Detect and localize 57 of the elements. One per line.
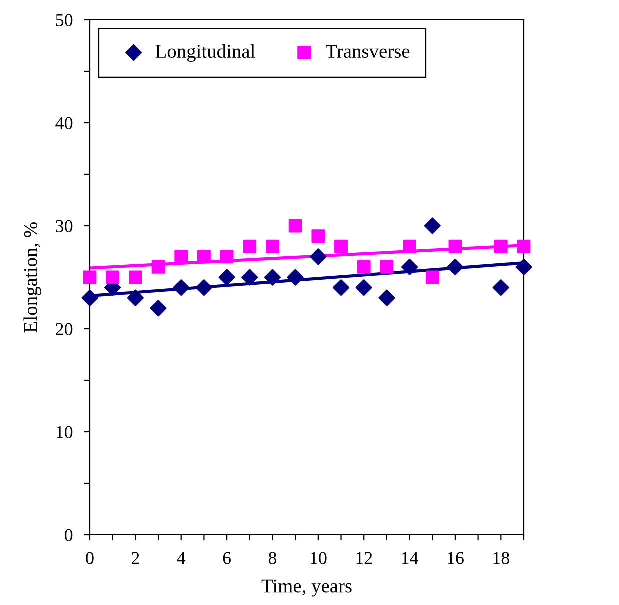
x-axis-title: Time, years xyxy=(262,580,352,597)
point xyxy=(174,250,188,264)
x-tick-label: 6 xyxy=(223,552,232,564)
point xyxy=(220,250,234,264)
point xyxy=(242,269,258,286)
x-tick-label: 0 xyxy=(86,552,94,564)
point xyxy=(378,290,396,306)
y-axis-title: Elongation, % xyxy=(24,222,42,333)
point xyxy=(82,290,98,306)
point xyxy=(332,280,350,296)
point xyxy=(288,219,302,233)
x-tick-label: 4 xyxy=(177,552,186,564)
point xyxy=(127,290,144,306)
point xyxy=(83,270,97,284)
point xyxy=(152,260,166,274)
point xyxy=(310,248,327,266)
point xyxy=(492,280,510,296)
point xyxy=(264,269,282,286)
point xyxy=(243,240,257,254)
x-tick-label: 2 xyxy=(132,552,140,564)
point xyxy=(312,230,326,244)
point xyxy=(334,240,348,254)
point xyxy=(494,240,508,254)
point xyxy=(128,270,142,284)
legend-label: Longitudinal xyxy=(156,44,256,62)
y-tick-label: 20 xyxy=(56,323,73,336)
point xyxy=(447,258,464,276)
legend-label: Transverse xyxy=(326,45,410,58)
point xyxy=(424,218,441,234)
point xyxy=(426,270,440,284)
point xyxy=(380,260,394,274)
x-tick-label: 8 xyxy=(268,552,277,564)
point xyxy=(356,280,372,296)
point xyxy=(517,240,531,254)
point xyxy=(448,240,462,254)
y-tick-label: 50 xyxy=(56,14,73,26)
x-tick-label: 14 xyxy=(402,552,419,564)
y-tick-label: 40 xyxy=(56,117,73,130)
point xyxy=(287,269,304,286)
point xyxy=(150,300,167,317)
point xyxy=(357,260,371,274)
point xyxy=(218,269,236,286)
point xyxy=(106,270,120,284)
point xyxy=(173,280,190,296)
point xyxy=(403,240,416,254)
point xyxy=(401,258,418,276)
x-tick-label: 12 xyxy=(356,552,372,564)
x-tick-label: 18 xyxy=(494,552,510,564)
point xyxy=(516,258,532,276)
point xyxy=(198,250,211,264)
point xyxy=(266,240,280,254)
point xyxy=(196,280,213,296)
x-tick-label: 10 xyxy=(310,552,327,564)
y-tick-label: 0 xyxy=(64,529,73,542)
y-tick-label: 30 xyxy=(56,220,73,232)
y-tick-label: 10 xyxy=(56,426,73,438)
x-tick-label: 16 xyxy=(448,552,464,564)
